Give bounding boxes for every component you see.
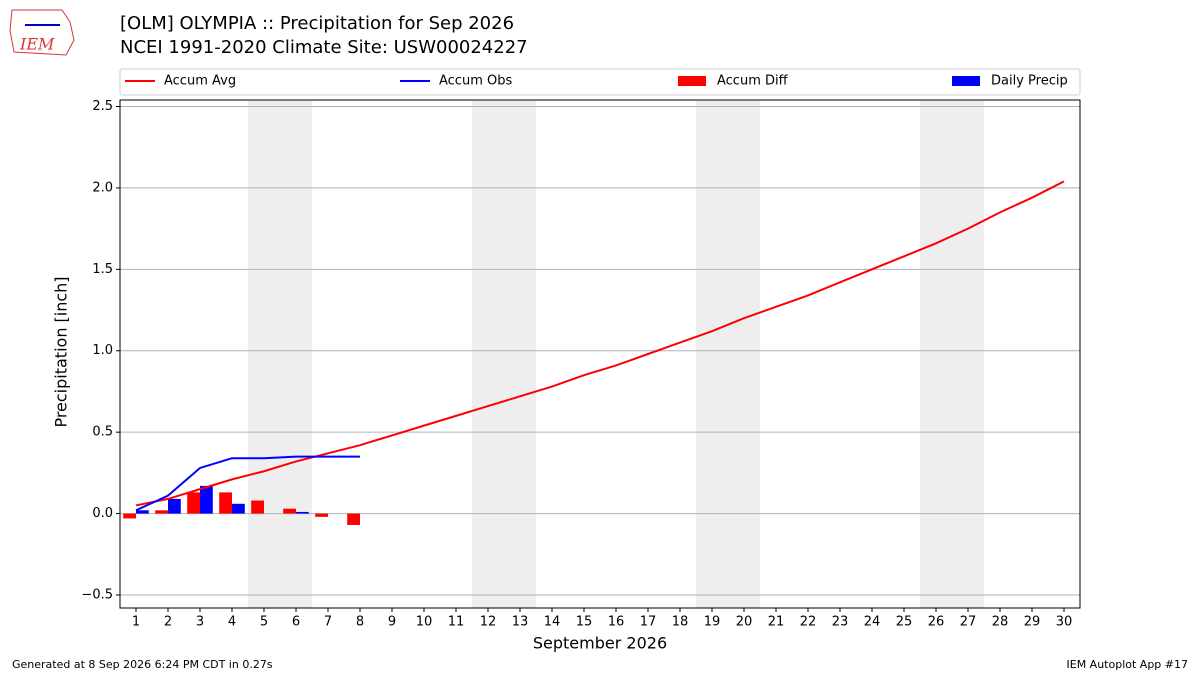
footer-left: Generated at 8 Sep 2026 6:24 PM CDT in 0… — [12, 658, 273, 671]
x-tick-label: 14 — [544, 615, 561, 630]
footer-right: IEM Autoplot App #17 — [1067, 658, 1189, 671]
bar — [251, 500, 264, 514]
x-axis-label: September 2026 — [533, 634, 667, 653]
bar — [347, 513, 360, 525]
bar — [155, 510, 168, 514]
x-tick-label: 13 — [512, 615, 529, 630]
x-tick-label: 24 — [864, 615, 881, 630]
weekend-band — [728, 100, 760, 608]
x-tick-label: 27 — [960, 615, 977, 630]
x-tick-label: 17 — [640, 615, 657, 630]
bar — [283, 508, 296, 514]
logo: IEM — [9, 9, 75, 56]
bar — [232, 503, 245, 514]
bar — [168, 498, 181, 514]
y-tick-label: 0.5 — [92, 425, 113, 440]
logo-outline — [9, 9, 75, 56]
weekend-band — [248, 100, 280, 608]
x-tick-label: 5 — [260, 615, 268, 630]
x-tick-label: 1 — [132, 615, 140, 630]
legend-label: Accum Obs — [439, 74, 512, 89]
weekend-band — [504, 100, 536, 608]
y-tick-label: 1.0 — [92, 343, 113, 358]
weekend-band — [952, 100, 984, 608]
bar — [123, 513, 136, 519]
logo-text: IEM — [19, 35, 55, 54]
x-tick-label: 15 — [576, 615, 593, 630]
chart-title: [OLM] OLYMPIA :: Precipitation for Sep 2… — [120, 13, 514, 34]
x-tick-label: 29 — [1024, 615, 1041, 630]
x-tick-label: 4 — [228, 615, 236, 630]
legend-swatch — [678, 76, 706, 86]
line — [135, 180, 1065, 507]
x-tick-label: 10 — [416, 615, 433, 630]
x-tick-label: 28 — [992, 615, 1009, 630]
weekend-band — [696, 100, 728, 608]
x-tick-label: 7 — [324, 615, 332, 630]
legend-label: Accum Diff — [717, 74, 789, 89]
y-axis-label: Precipitation [inch] — [52, 276, 71, 427]
legend-label: Accum Avg — [164, 74, 236, 89]
legend-box — [119, 68, 1081, 96]
x-tick-label: 11 — [448, 615, 465, 630]
bar — [219, 492, 232, 514]
x-tick-label: 20 — [736, 615, 753, 630]
plot-frame — [119, 99, 1081, 609]
x-tick-label: 25 — [896, 615, 913, 630]
legend-label: Daily Precip — [991, 74, 1068, 89]
line — [135, 455, 360, 512]
x-tick-label: 3 — [196, 615, 204, 630]
x-tick-label: 18 — [672, 615, 689, 630]
x-tick-label: 21 — [768, 615, 785, 630]
x-tick-label: 23 — [832, 615, 849, 630]
chart-subtitle: NCEI 1991-2020 Climate Site: USW00024227 — [120, 37, 528, 58]
y-tick-label: 2.5 — [92, 99, 113, 114]
bar — [187, 492, 200, 514]
legend-swatch — [952, 76, 980, 86]
y-tick-label: −0.5 — [81, 587, 113, 602]
y-tick-label: 0.0 — [92, 506, 113, 521]
x-tick-label: 2 — [164, 615, 172, 630]
y-tick-label: 2.0 — [92, 180, 113, 195]
bar — [315, 513, 328, 517]
weekend-band — [920, 100, 952, 608]
weekend-band — [280, 100, 312, 608]
bar — [200, 485, 213, 514]
x-tick-label: 6 — [292, 615, 300, 630]
x-tick-label: 26 — [928, 615, 945, 630]
x-tick-label: 16 — [608, 615, 625, 630]
y-tick-label: 1.5 — [92, 262, 113, 277]
x-tick-label: 9 — [388, 615, 396, 630]
x-tick-label: 19 — [704, 615, 721, 630]
weekend-band — [472, 100, 504, 608]
x-tick-label: 12 — [480, 615, 497, 630]
bar — [136, 510, 149, 514]
x-tick-label: 22 — [800, 615, 817, 630]
x-tick-label: 30 — [1056, 615, 1073, 630]
x-tick-label: 8 — [356, 615, 364, 630]
bar — [296, 511, 309, 514]
